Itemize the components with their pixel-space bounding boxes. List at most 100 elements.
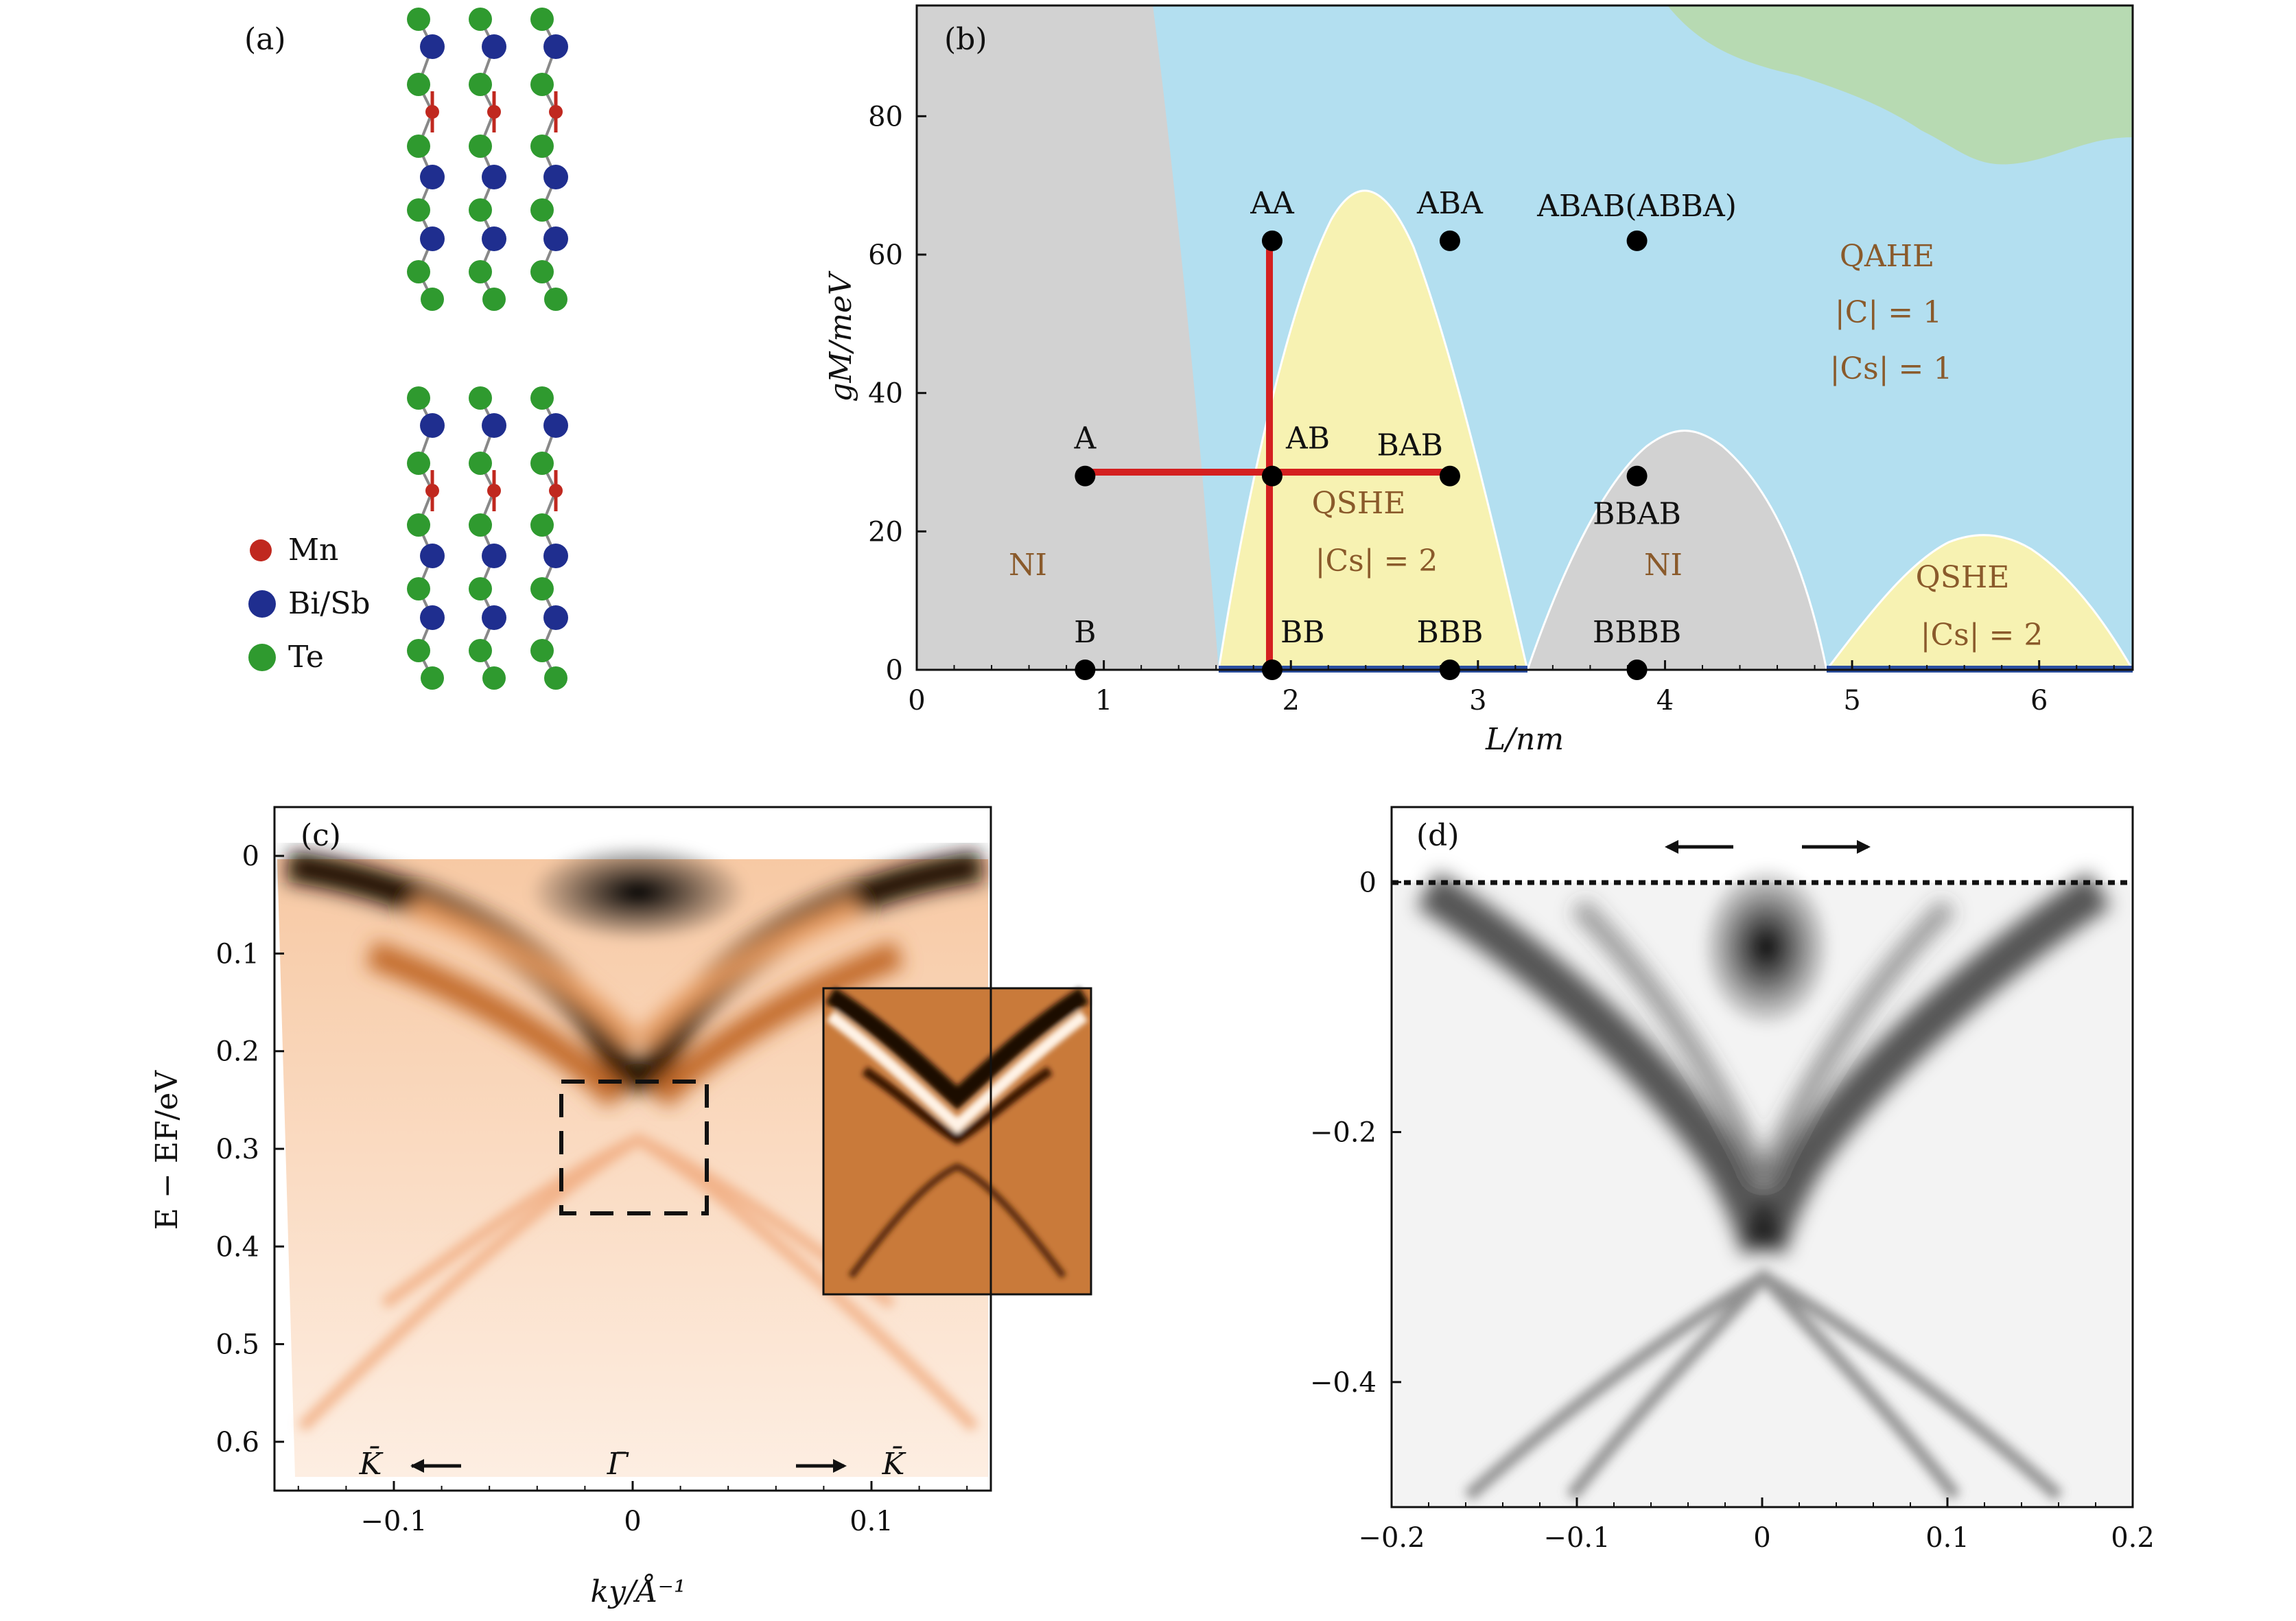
te-atom — [530, 452, 554, 475]
bisb-atom — [482, 226, 506, 251]
bisb-atom — [420, 605, 445, 630]
te-atom — [407, 73, 430, 96]
point-bb — [1261, 660, 1282, 680]
panel-b-ylabel: gM/meV — [823, 270, 858, 402]
bisb-atom — [420, 226, 445, 251]
te-atom — [407, 8, 430, 31]
te-atom — [469, 452, 492, 475]
te-atom — [407, 452, 430, 475]
legend-te: Te — [288, 640, 324, 675]
te-atom — [407, 639, 430, 662]
legend: Mn Bi/Sb Te — [248, 533, 371, 675]
te-atom — [469, 577, 492, 600]
xtick-label: 5 — [1843, 685, 1860, 716]
ytick-label: −0.4 — [1310, 1367, 1377, 1399]
te-atom — [407, 198, 430, 222]
panel-b-xlabel: L/nm — [1485, 722, 1564, 757]
region-qshe-2-cs: |Cs| = 2 — [1921, 618, 2043, 653]
ytick-label: 0 — [242, 841, 259, 872]
corner-region — [1667, 5, 2133, 165]
point-label: BB — [1280, 615, 1325, 650]
xtick-label: 3 — [1469, 685, 1486, 716]
ytick-label: 80 — [868, 101, 903, 132]
te-atom — [469, 198, 492, 222]
xtick-label: 4 — [1656, 685, 1674, 716]
bisb-atom — [543, 165, 568, 189]
xtick-label: −0.1 — [1543, 1522, 1610, 1554]
region-ni-left: NI — [1009, 548, 1047, 583]
point-label: A — [1073, 421, 1097, 456]
bisb-atom — [543, 544, 568, 568]
c-arrowhead-left — [410, 1459, 424, 1473]
xtick-label: 0 — [624, 1506, 641, 1537]
xtick-label: 6 — [2030, 685, 2048, 716]
point-label: ABA — [1416, 186, 1484, 221]
panel-c-ticks: −0.1 0 0.1 0 0.1 0.2 0.3 0.4 0.5 0.6 — [215, 841, 968, 1537]
arpes-map-d — [1392, 807, 2133, 1507]
inset-c — [822, 987, 1092, 1296]
te-atom — [407, 260, 430, 283]
legend-bisb: Bi/Sb — [288, 586, 371, 621]
bisb-atom — [420, 165, 445, 189]
te-atom — [407, 135, 430, 158]
te-atom — [421, 666, 444, 690]
bisb-atom — [482, 413, 506, 438]
te-atom — [469, 8, 492, 31]
xtick-label: 0 — [908, 685, 925, 716]
ytick-label: 60 — [868, 240, 903, 271]
panel-d-label: (d) — [1416, 818, 1460, 853]
point-label: B — [1074, 615, 1096, 650]
te-atom — [469, 73, 492, 96]
te-atom — [469, 260, 492, 283]
xtick-label: −0.2 — [1358, 1522, 1425, 1554]
legend-bisb-icon — [248, 590, 276, 618]
qshe-region-2 — [1824, 534, 2135, 671]
point-bbab — [1626, 465, 1648, 487]
te-atom — [530, 513, 554, 537]
point-label: BBBB — [1593, 615, 1681, 650]
te-atom — [544, 666, 567, 690]
panel-c: −0.1 0 0.1 0 0.1 0.2 0.3 0.4 0.5 0.6 (c) ky/Å⁻¹ E… — [150, 806, 1092, 1609]
te-atom — [482, 288, 506, 311]
ytick-label: 0.1 — [215, 938, 259, 970]
ytick-label: 40 — [868, 378, 903, 410]
qshe-region-1 — [1217, 189, 1529, 671]
c-k-right: K̄ — [882, 1445, 906, 1482]
crystal-structure-top — [407, 8, 568, 311]
ytick-label: 0 — [886, 655, 903, 686]
te-atom — [469, 513, 492, 537]
xtick-label: 0.1 — [850, 1506, 893, 1537]
bisb-atom — [543, 34, 568, 59]
point-label: AB — [1285, 421, 1330, 456]
point-bbb — [1439, 660, 1460, 680]
point-aa — [1261, 230, 1282, 251]
region-qshe-1-cs: |Cs| = 2 — [1315, 544, 1438, 579]
te-atom — [407, 513, 430, 537]
te-atom — [530, 639, 554, 662]
bisb-atom — [482, 544, 506, 568]
te-atom — [407, 386, 430, 410]
xtick-label: 0 — [1753, 1522, 1770, 1554]
te-atom — [407, 577, 430, 600]
bisb-atom — [482, 605, 506, 630]
te-atom — [530, 135, 554, 158]
panel-a-label: (a) — [244, 22, 286, 57]
region-qshe-2: QSHE — [1916, 560, 2010, 595]
panel-d-ticks: −0.2 −0.1 0 0.1 0.2 0 −0.2 −0.4 — [1310, 867, 2155, 1554]
point-label: AA — [1250, 186, 1295, 221]
te-atom — [530, 260, 554, 283]
te-atom — [530, 8, 554, 31]
crystal-structure-bottom — [407, 386, 568, 690]
bisb-atom — [482, 165, 506, 189]
te-atom — [544, 288, 567, 311]
xtick-label: 0.2 — [2111, 1522, 2155, 1554]
region-qahe: QAHE — [1840, 239, 1934, 274]
bisb-atom — [420, 544, 445, 568]
point-label: BAB — [1377, 428, 1443, 463]
te-atom — [530, 386, 554, 410]
te-atom — [421, 288, 444, 311]
point-abababba — [1626, 230, 1648, 251]
